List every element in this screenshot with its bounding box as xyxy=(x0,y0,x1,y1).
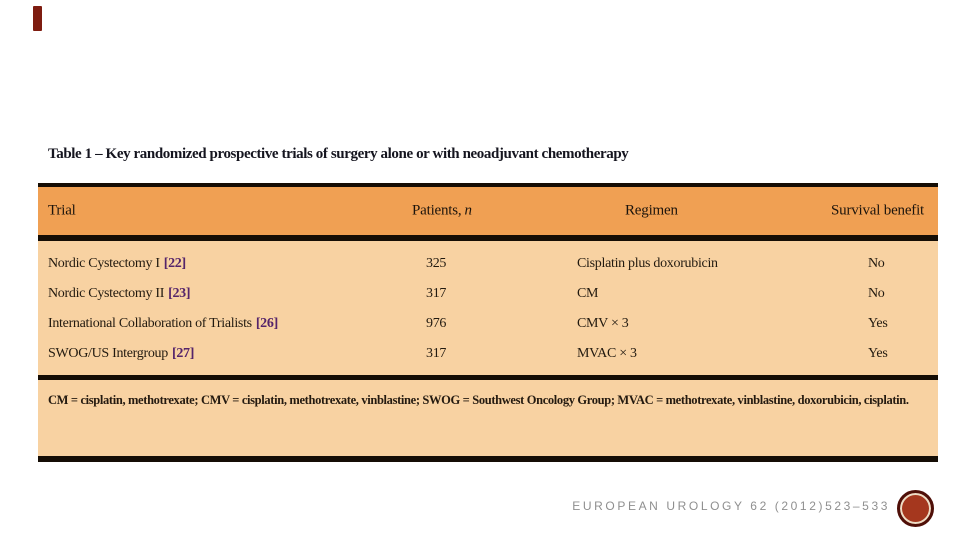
theme-stamp-circle xyxy=(897,490,934,527)
column-header-patients-label: Patients, xyxy=(412,202,462,219)
cell-survival-benefit: No xyxy=(868,256,885,271)
citation-ref: [22] xyxy=(163,256,186,271)
column-header-patients-n: n xyxy=(464,202,472,219)
cell-survival-benefit: Yes xyxy=(868,346,888,361)
table-row: Nordic Cystectomy II [23] 317 CM No xyxy=(38,279,938,309)
trial-name: SWOG/US Intergroup xyxy=(48,346,168,361)
cell-survival-benefit: No xyxy=(868,286,885,301)
column-header-trial: Trial xyxy=(48,202,76,219)
cell-trial: International Collaboration of Trialists… xyxy=(48,316,278,332)
journal-citation: EUROPEAN UROLOGY 62 (2012)523–533 xyxy=(572,499,890,513)
table-footnote: CM = cisplatin, methotrexate; CMV = cisp… xyxy=(38,380,938,456)
table-row: SWOG/US Intergroup [27] 317 MVAC × 3 Yes xyxy=(38,339,938,369)
table-frame: Trial Patients, n Regimen Survival benefi… xyxy=(38,183,938,462)
column-header-survival-benefit: Survival benefit xyxy=(831,202,925,219)
table-header-row: Trial Patients, n Regimen Survival benefi… xyxy=(38,187,938,235)
cell-trial: Nordic Cystectomy I [22] xyxy=(48,256,186,272)
cell-patients: 317 xyxy=(426,286,447,301)
column-header-regimen: Regimen xyxy=(625,202,678,219)
cell-patients: 317 xyxy=(426,346,447,361)
cell-regimen: Cisplatin plus doxorubicin xyxy=(577,256,718,271)
trial-name: International Collaboration of Trialists xyxy=(48,316,252,331)
theme-accent-bar xyxy=(33,6,42,31)
cell-trial: Nordic Cystectomy II [23] xyxy=(48,286,191,302)
table-row: International Collaboration of Trialists… xyxy=(38,309,938,339)
table-row: Nordic Cystectomy I [22] 325 Cisplatin pl… xyxy=(38,249,938,279)
cell-survival-benefit: Yes xyxy=(868,316,888,331)
column-header-patients: Patients, n xyxy=(412,203,472,220)
cell-regimen: CM xyxy=(577,286,599,301)
citation-ref: [23] xyxy=(168,286,191,301)
citation-ref: [27] xyxy=(171,346,195,361)
cell-trial: SWOG/US Intergroup [27] xyxy=(48,346,194,362)
body-divider xyxy=(38,375,938,380)
cell-regimen: MVAC × 3 xyxy=(577,346,637,361)
table-body: Nordic Cystectomy I [22] 325 Cisplatin pl… xyxy=(38,241,938,375)
table-figure: Table 1 – Key randomized prospective tri… xyxy=(38,140,938,462)
cell-regimen: CMV × 3 xyxy=(577,316,629,331)
header-divider xyxy=(38,235,938,241)
trial-name: Nordic Cystectomy II xyxy=(48,286,165,301)
table-title: Table 1 – Key randomized prospective tri… xyxy=(48,146,629,162)
cell-patients: 976 xyxy=(426,316,447,331)
cell-patients: 325 xyxy=(426,256,447,271)
citation-ref: [26] xyxy=(255,316,278,331)
trial-name: Nordic Cystectomy I xyxy=(48,256,160,271)
